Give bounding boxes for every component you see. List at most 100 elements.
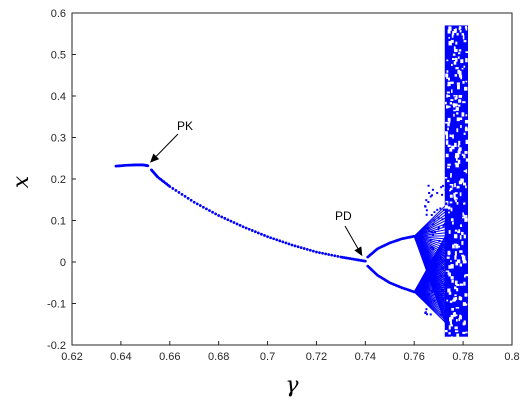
band-gap [455, 57, 458, 62]
pd-label: PD [335, 209, 352, 223]
band-gap [445, 121, 448, 124]
band-gap [465, 80, 468, 83]
chaotic-point [426, 260, 429, 263]
data-point [229, 219, 233, 223]
band-gap [449, 134, 452, 137]
band-gap [445, 134, 449, 140]
chaotic-point [439, 207, 442, 210]
chaotic-point [445, 271, 448, 274]
chaotic-point [425, 213, 428, 216]
band-gap [447, 105, 451, 108]
band-gap [464, 151, 468, 154]
band-gap [460, 315, 462, 320]
band-gap [458, 148, 462, 151]
band-gap [447, 81, 451, 87]
band-gap [459, 29, 462, 33]
chaotic-point [426, 257, 429, 260]
chaotic-region [413, 25, 470, 338]
chaotic-point [428, 192, 431, 195]
chaotic-point [443, 222, 446, 225]
band-gap [459, 263, 463, 267]
band-gap [465, 158, 470, 162]
band-gap [451, 145, 455, 150]
band-gap [450, 63, 453, 66]
chaotic-point [440, 186, 443, 189]
band-gap [463, 202, 466, 205]
band-gap [454, 183, 456, 188]
chaotic-point [444, 264, 447, 267]
band-gap [450, 264, 454, 269]
band-gap [446, 91, 450, 94]
band-gap [450, 324, 453, 327]
band-gap [454, 326, 458, 330]
band-gap [453, 234, 458, 239]
data-point [256, 231, 260, 235]
band-gap [464, 259, 466, 263]
band-gap [446, 94, 449, 98]
data-point [315, 250, 318, 254]
chaotic-point [444, 188, 447, 191]
chaotic-point [436, 298, 439, 301]
chaotic-point [424, 286, 427, 289]
data-point [177, 190, 181, 194]
band-gap [454, 197, 458, 200]
band-gap [456, 112, 459, 115]
x-tick-label: 0.62 [61, 351, 82, 363]
chaotic-point [427, 184, 430, 187]
band-gap [455, 163, 459, 168]
band-gap [446, 75, 448, 79]
band-gap [465, 51, 469, 53]
band-gap [445, 140, 449, 145]
x-tick-label: 0.74 [355, 351, 376, 363]
chaotic-point [426, 280, 429, 283]
band-gap [465, 303, 468, 306]
band-gap [447, 179, 450, 183]
chaotic-point [443, 283, 446, 286]
data-point [171, 187, 175, 190]
band-gap [461, 67, 464, 70]
annotation-pk: PK [150, 119, 193, 163]
band-gap [463, 281, 466, 286]
chaotic-point [441, 267, 444, 270]
chaotic-point [431, 246, 434, 249]
band-gap [462, 80, 465, 84]
data-point [287, 242, 291, 246]
band-gap [465, 274, 469, 277]
band-gap [463, 214, 466, 219]
y-tick-label: 0.1 [51, 216, 66, 228]
data-point [192, 200, 196, 204]
data-point [174, 189, 178, 192]
band-gap [450, 81, 454, 84]
data-point [195, 202, 199, 206]
data-point [263, 234, 266, 237]
band-gap [464, 86, 468, 91]
band-gap [451, 58, 455, 61]
band-gap [446, 166, 450, 169]
y-tick-label: 0.6 [51, 8, 66, 20]
x-axis-ticks: 0.62 0.64 0.66 0.68 0.7 0.72 0.74 0.76 0.78 0.8 [61, 341, 520, 363]
chaotic-point [425, 234, 428, 237]
band-gap [452, 299, 456, 302]
data-point [324, 252, 328, 256]
band-gap [458, 229, 461, 234]
band-gap [450, 218, 454, 222]
band-gap [462, 182, 467, 186]
chaotic-point [441, 307, 444, 310]
band-gap [459, 250, 463, 253]
band-gap [457, 150, 461, 154]
chaotic-point [445, 295, 448, 298]
data-point [293, 244, 297, 248]
band-gap [457, 104, 461, 107]
band-gap [446, 59, 449, 62]
band-gap [458, 99, 462, 103]
band-gap [448, 291, 452, 295]
chaotic-point [437, 228, 440, 231]
band-gap [457, 69, 460, 72]
band-gap [451, 184, 454, 188]
data-point [302, 247, 306, 250]
chaotic-point [424, 311, 427, 314]
band-gap [453, 113, 455, 117]
chaotic-point [431, 234, 434, 237]
chaotic-point [444, 243, 447, 246]
band-gap [456, 284, 460, 286]
